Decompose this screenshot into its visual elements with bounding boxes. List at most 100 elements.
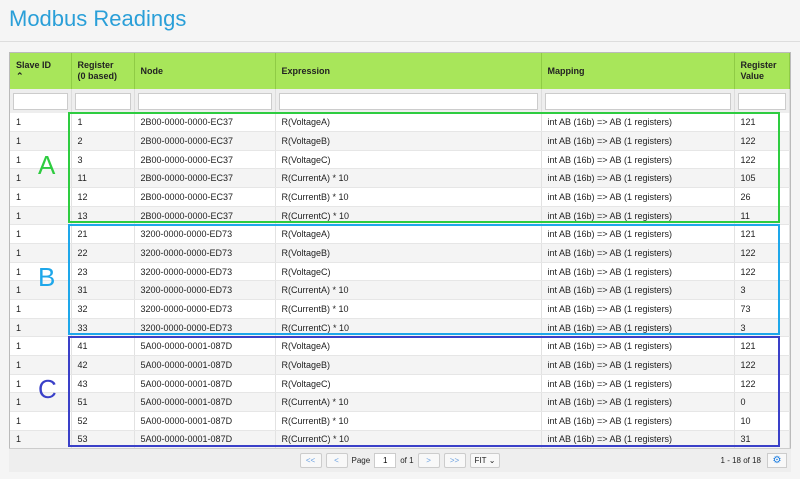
column-header-label: Mapping [547,65,585,76]
table-cell: 52 [71,411,135,431]
table-cell: 1 [10,299,72,319]
table-cell: 1 [10,262,72,282]
gear-icon[interactable]: ⚙ [767,453,787,468]
table-cell: 1 [10,411,72,431]
table-cell: 1 [10,243,72,263]
page-label: Page [351,456,371,465]
table-cell: R(CurrentB) * 10 [275,411,542,431]
table-row[interactable]: 1 43 5A00-0000-0001-087D R(VoltageC) int AB … [10,374,790,394]
table-cell: 3200-0000-0000-ED73 [134,224,276,245]
table-cell: 11 [734,206,790,226]
table-row[interactable]: 1 33 3200-0000-0000-ED73 R(CurrentC) * 10 in… [10,318,790,338]
table-cell: 3200-0000-0000-ED73 [134,243,276,263]
column-header[interactable]: Expression [275,53,542,89]
column-header[interactable]: Slave ID ⌃ [10,53,72,89]
table-cell: 1 [10,131,72,151]
table-cell: int AB (16b) => AB (1 registers) [541,374,735,394]
table-row[interactable]: 1 11 2B00-0000-0000-EC37 R(CurrentA) * 10 in… [10,168,790,189]
page-input[interactable] [374,453,397,468]
table-cell: R(CurrentA) * 10 [275,168,542,189]
page-title: Modbus Readings [9,6,187,31]
table-cell: int AB (16b) => AB (1 registers) [541,168,735,189]
table-cell: R(CurrentB) * 10 [275,299,542,319]
table-cell: 13 [71,206,135,226]
table-cell: int AB (16b) => AB (1 registers) [541,224,735,245]
table-row[interactable]: 1 1 2B00-0000-0000-EC37 R(VoltageA) int AB (… [10,113,790,133]
table-cell: int AB (16b) => AB (1 registers) [541,411,735,431]
column-header[interactable]: Register (0 based) [71,53,135,89]
table-cell: 3200-0000-0000-ED73 [134,299,276,319]
table-cell: int AB (16b) => AB (1 registers) [541,392,735,412]
table-row[interactable]: 1 22 3200-0000-0000-ED73 R(VoltageB) int AB … [10,243,790,263]
page-count: of 1 [400,456,414,465]
table-cell: 1 [10,168,72,189]
column-filter-input[interactable] [737,92,786,110]
table-row[interactable]: 1 41 5A00-0000-0001-087D R(VoltageA) int AB … [10,336,790,357]
table-cell: R(VoltageC) [275,262,542,282]
page-size-value: FIT [474,456,487,465]
table-cell: R(VoltageC) [275,374,542,394]
table-cell: 51 [71,392,135,412]
table-cell: int AB (16b) => AB (1 registers) [541,206,735,226]
table-cell: 21 [71,224,135,245]
column-header[interactable]: Mapping [541,53,735,89]
table-cell: 1 [10,374,72,394]
table-cell: 1 [10,318,72,338]
table-cell: R(VoltageA) [275,336,542,357]
table-cell: 1 [10,355,72,375]
table-cell: 22 [71,243,135,263]
chevron-up-icon[interactable]: ⌃ [16,71,24,81]
table-cell: R(VoltageA) [275,113,542,133]
table-cell: int AB (16b) => AB (1 registers) [541,262,735,282]
table-row[interactable]: 1 42 5A00-0000-0001-087D R(VoltageB) int AB … [10,355,790,375]
column-filter-input[interactable] [544,92,731,110]
table-cell: 1 [10,187,72,207]
table-row[interactable]: 1 51 5A00-0000-0001-087D R(CurrentA) * 10 in… [10,392,790,412]
column-header-label: Register (0 based) [77,60,118,81]
table-row[interactable]: 1 23 3200-0000-0000-ED73 R(VoltageC) int AB … [10,262,790,282]
last-page-button[interactable]: >> [443,453,466,468]
page-size-select[interactable]: FIT ⌄ [469,453,501,468]
table-cell: 2B00-0000-0000-EC37 [134,206,276,226]
table-cell: R(VoltageB) [275,243,542,263]
readings-grid: Slave ID ⌃ Register (0 based) Node Expressi… [9,52,791,472]
column-header[interactable]: Node [134,53,276,89]
table-cell: 1 [10,224,72,245]
table-cell: 3 [71,150,135,170]
column-filter-input[interactable] [74,92,131,110]
table-cell: 122 [734,262,790,282]
table-cell: int AB (16b) => AB (1 registers) [541,355,735,375]
table-cell: 3 [734,280,790,301]
table-row[interactable]: 1 3 2B00-0000-0000-EC37 R(VoltageC) int AB (… [10,150,790,170]
table-row[interactable]: 1 31 3200-0000-0000-ED73 R(CurrentA) * 10 in… [10,280,790,301]
table-row[interactable]: 1 13 2B00-0000-0000-EC37 R(CurrentC) * 10 in… [10,206,790,226]
table-row[interactable]: 1 52 5A00-0000-0001-087D R(CurrentB) * 10 in… [10,411,790,431]
prev-page-button[interactable]: < [325,453,348,468]
table-cell: 11 [71,168,135,189]
table-cell: 5A00-0000-0001-087D [134,336,276,357]
table-row[interactable]: 1 32 3200-0000-0000-ED73 R(CurrentB) * 10 in… [10,299,790,319]
column-filter-input[interactable] [13,92,68,110]
table-cell: 2B00-0000-0000-EC37 [134,168,276,189]
table-cell: 5A00-0000-0001-087D [134,355,276,375]
next-page-button[interactable]: > [417,453,440,468]
table-cell: 2B00-0000-0000-EC37 [134,113,276,133]
first-page-button[interactable]: << [299,453,322,468]
table-cell: 0 [734,392,790,412]
table-cell: R(CurrentA) * 10 [275,392,542,412]
record-info: 1 - 18 of 18 [720,456,761,465]
table-cell: 121 [734,113,790,133]
table-cell: 121 [734,224,790,245]
table-cell: 2 [71,131,135,151]
table-cell: int AB (16b) => AB (1 registers) [541,280,735,301]
column-header[interactable]: Register Value [734,53,790,89]
column-filter-input[interactable] [278,92,538,110]
table-row[interactable]: 1 12 2B00-0000-0000-EC37 R(CurrentB) * 10 in… [10,187,790,207]
table-row[interactable]: 1 21 3200-0000-0000-ED73 R(VoltageA) int AB … [10,224,790,245]
table-cell: R(VoltageC) [275,150,542,170]
table-cell: 33 [71,318,135,338]
table-row[interactable]: 1 2 2B00-0000-0000-EC37 R(VoltageB) int AB (… [10,131,790,151]
table-cell: 42 [71,355,135,375]
column-filter-input[interactable] [137,92,272,110]
table-cell: int AB (16b) => AB (1 registers) [541,318,735,338]
